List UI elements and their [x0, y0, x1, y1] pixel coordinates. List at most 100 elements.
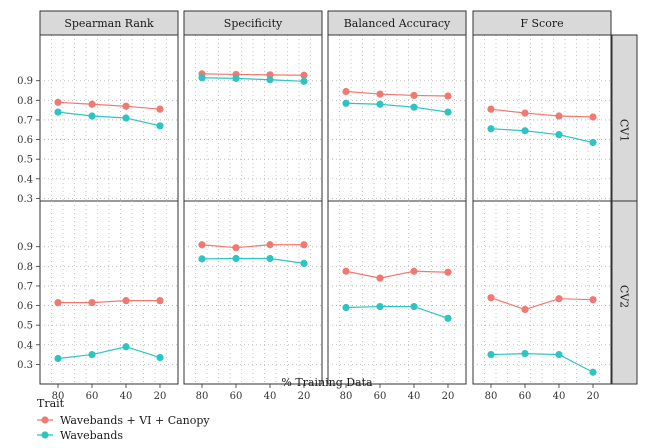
data-point	[122, 102, 130, 110]
data-point	[156, 353, 164, 362]
data-point	[88, 112, 96, 120]
data-point	[444, 92, 452, 100]
y-tick-label: 0.8	[17, 96, 33, 107]
data-point	[342, 99, 350, 107]
panel-layer	[39, 34, 612, 385]
series-line	[345, 102, 449, 113]
data-point	[266, 254, 274, 263]
data-point	[555, 112, 563, 120]
data-point	[555, 131, 563, 139]
x-tick-label: 40	[120, 391, 133, 402]
y-tick-label: 0.7	[17, 281, 33, 292]
x-tick-label: 80	[485, 391, 498, 402]
y-tick-label: 0.4	[17, 340, 33, 351]
strip-layer: Spearman Rank Specificity Balanced Accurac…	[39, 10, 638, 385]
legend-swatch-point	[41, 431, 49, 439]
data-point	[300, 241, 308, 249]
data-point	[266, 241, 274, 249]
strip-box	[472, 10, 612, 36]
data-point	[555, 295, 563, 303]
data-point	[487, 105, 495, 113]
series-line	[490, 108, 594, 118]
legend-entry-label: Wavebands	[60, 429, 123, 442]
column-strip-label: F Score	[520, 17, 563, 30]
data-point	[88, 299, 96, 307]
data-point	[410, 302, 418, 311]
strip-box	[327, 10, 467, 36]
x-tick-label: 80	[52, 391, 65, 402]
x-tick-label: 60	[374, 391, 387, 402]
data-point	[521, 350, 529, 358]
y-tick-label: 0.6	[17, 135, 33, 146]
data-point	[589, 368, 597, 376]
legend: Trait Wavebands + VI + Canopy Wavebands	[37, 397, 210, 442]
column-strip-label: Spearman Rank	[64, 17, 154, 30]
series-line	[345, 270, 449, 279]
series-line	[201, 73, 305, 76]
data-point	[589, 296, 597, 304]
y-tick-label: 0.3	[17, 360, 33, 371]
series-line	[345, 90, 449, 97]
x-tick-label: 60	[230, 391, 243, 402]
x-tick-label: 80	[340, 391, 353, 402]
data-point	[198, 241, 206, 249]
data-point	[198, 74, 206, 82]
data-point	[88, 100, 96, 108]
data-point	[54, 354, 62, 363]
strip-box	[611, 34, 638, 219]
row-strip-label: CV2	[618, 285, 631, 308]
data-point	[156, 105, 164, 113]
series-line	[345, 305, 449, 319]
x-tick-label: 20	[298, 391, 311, 402]
series-line	[57, 101, 161, 110]
y-tick-label: 0.3	[17, 194, 33, 205]
legend-entry-label: Wavebands + VI + Canopy	[60, 414, 210, 427]
data-point	[300, 77, 308, 85]
x-tick-label: 20	[154, 391, 167, 402]
data-point	[156, 297, 164, 305]
data-point	[198, 255, 206, 263]
strip-box	[611, 200, 638, 385]
data-point	[342, 303, 350, 312]
x-tick-label: 80	[196, 391, 209, 402]
series-line	[57, 346, 161, 360]
data-point	[156, 122, 164, 130]
x-tick-label: 40	[553, 391, 566, 402]
data-point	[521, 127, 529, 135]
data-point	[376, 274, 384, 282]
data-point	[376, 100, 384, 108]
series-line	[490, 353, 594, 373]
data-point	[521, 109, 529, 117]
panel-background	[183, 34, 323, 219]
strip-box	[183, 10, 323, 36]
x-tick-label: 20	[442, 391, 455, 402]
y-tick-label: 0.8	[17, 262, 33, 273]
x-tick-label: 40	[264, 391, 277, 402]
data-point	[122, 343, 130, 351]
panel-background	[327, 34, 467, 219]
data-point	[232, 254, 240, 263]
data-point	[487, 294, 495, 302]
data-point	[589, 138, 597, 147]
data-point	[232, 244, 240, 252]
series-line	[490, 297, 594, 311]
data-point	[342, 87, 350, 96]
x-axis-title: % Training Data	[281, 376, 373, 389]
series-line	[58, 300, 160, 304]
row-strip-label: CV1	[618, 119, 631, 142]
legend-swatch-point	[41, 416, 49, 424]
column-strip-label: Balanced Accuracy	[344, 17, 451, 30]
data-point	[376, 302, 384, 311]
data-point	[300, 71, 308, 79]
axis-layer: % Training Data 0.3 0.4 0.5 0.6 0.7 0.8 0.9 0.3…	[17, 76, 599, 402]
data-point	[266, 76, 274, 84]
series-line	[201, 257, 305, 264]
data-point	[487, 350, 495, 359]
series-line	[490, 128, 594, 144]
panel-background	[327, 200, 467, 385]
x-tick-label: 20	[587, 391, 600, 402]
data-point	[444, 268, 452, 276]
y-tick-label: 0.5	[17, 321, 33, 332]
data-point	[487, 125, 495, 133]
